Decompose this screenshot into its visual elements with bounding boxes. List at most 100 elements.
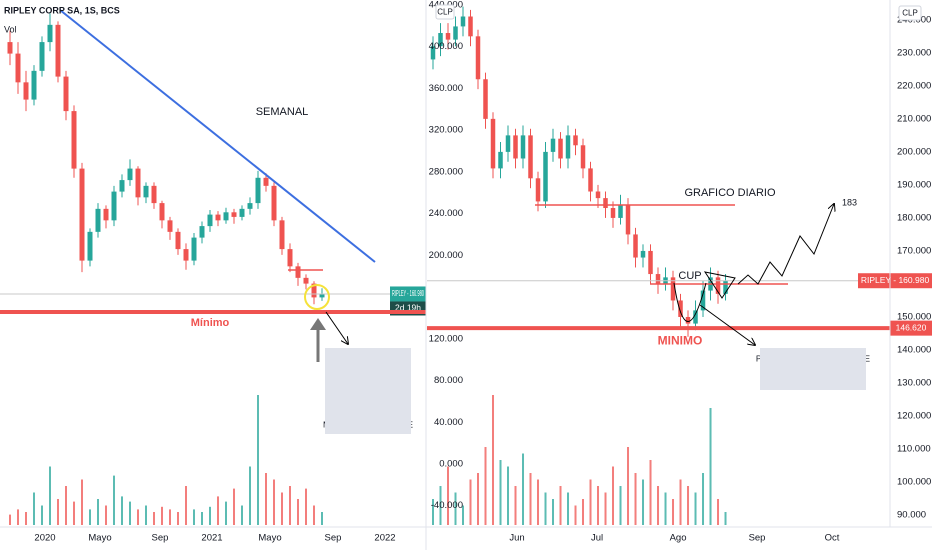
candle-body xyxy=(513,135,518,159)
y-tick-label: 200.000 xyxy=(429,250,463,261)
y-tick-label: 360.000 xyxy=(429,83,463,94)
volume-bar xyxy=(484,447,487,525)
candle-body xyxy=(550,138,556,152)
volume-bar xyxy=(169,509,171,525)
up-arrow-head xyxy=(310,318,326,330)
volume-bar xyxy=(73,501,75,525)
candle-body xyxy=(693,310,698,324)
volume-bar xyxy=(265,473,267,525)
cup-label: CUP xyxy=(678,270,701,282)
volume-bar xyxy=(161,506,163,525)
volume-bar xyxy=(129,501,131,525)
y2-tick-label: 130.000 xyxy=(897,378,931,389)
minimum-tag-label: 146.620 xyxy=(896,322,927,332)
volume-bar xyxy=(477,473,480,525)
volume-bar xyxy=(41,505,43,525)
cup-shape xyxy=(673,282,707,322)
volume-bar xyxy=(642,479,645,525)
candle-body xyxy=(520,135,526,159)
candle-body xyxy=(565,135,571,159)
y-tick-label: 0.000 xyxy=(439,458,463,469)
candle-body xyxy=(47,24,53,43)
candle-body xyxy=(460,16,466,27)
volume-bar xyxy=(537,479,540,525)
volume-bar xyxy=(597,486,600,525)
y-tick-label: 120.000 xyxy=(429,333,463,344)
x-tick-label: Mayo xyxy=(258,533,281,544)
candle-body xyxy=(670,277,676,301)
x-tick-label: Mayo xyxy=(88,533,111,544)
x-tick-label: 2020 xyxy=(34,533,55,544)
y-tick-label: 400.000 xyxy=(429,41,463,52)
candle-body xyxy=(39,42,45,71)
candle-body xyxy=(159,203,165,221)
x-tick-label: Oct xyxy=(825,533,840,544)
candle-body xyxy=(295,266,301,278)
candle-body xyxy=(595,191,601,199)
volume-bar xyxy=(153,512,155,525)
volume-bar xyxy=(305,488,307,525)
candle-body xyxy=(135,168,141,198)
volume-bar xyxy=(544,492,547,525)
volume-bar xyxy=(507,466,510,525)
candle-body xyxy=(715,277,721,294)
y-tick-label: 80.000 xyxy=(434,375,463,386)
minimum-label: MINIMO xyxy=(658,333,703,347)
y2-tick-label: 100.000 xyxy=(897,477,931,488)
y2-tick-label: 180.000 xyxy=(897,212,931,223)
candle-body xyxy=(573,135,578,146)
candle-body xyxy=(505,135,511,152)
candle-body xyxy=(453,26,458,40)
currency-badge xyxy=(435,4,455,20)
volume-bar xyxy=(529,473,532,525)
volume-bar xyxy=(321,512,323,525)
candle-body xyxy=(483,79,488,119)
candle-body xyxy=(239,208,245,217)
minimum-tag xyxy=(890,320,932,336)
candle-body xyxy=(311,283,317,298)
candle-body xyxy=(528,135,533,179)
y2-tick-label: 200.000 xyxy=(897,146,931,157)
volume-bar xyxy=(469,479,472,525)
volume-bar xyxy=(225,501,227,525)
target-label: 183 xyxy=(842,197,857,207)
candle-body xyxy=(95,208,101,232)
volume-bar xyxy=(514,486,517,525)
volume-bar xyxy=(447,466,450,525)
candle-body xyxy=(23,82,29,100)
volume-bar xyxy=(702,473,705,525)
x-tick-label: Sep xyxy=(325,533,342,544)
currency: CLP xyxy=(437,8,453,17)
candle-body xyxy=(648,250,653,275)
volume-bar xyxy=(439,486,442,525)
y2-tick-label: 190.000 xyxy=(897,179,931,190)
currency-badge xyxy=(898,5,922,21)
candle-body xyxy=(625,204,631,235)
pointer-arrow xyxy=(699,304,755,345)
volume-bar xyxy=(492,395,495,525)
price-tag-label: RIPLEY - 160.980 xyxy=(861,275,930,285)
y2-tick-label: 140.000 xyxy=(897,345,931,356)
candle-body xyxy=(63,76,69,112)
volume-bar xyxy=(627,447,630,525)
volume-bar xyxy=(649,460,652,525)
volume-bar xyxy=(81,479,83,525)
candle-body xyxy=(183,249,189,261)
candle-body xyxy=(143,185,149,198)
volume-bar xyxy=(724,512,727,525)
y-tick-label: 320.000 xyxy=(429,125,463,136)
candle-body xyxy=(127,168,133,181)
y2-tick-label: 90.000 xyxy=(897,510,926,521)
y2-tick-label: 210.000 xyxy=(897,113,931,124)
candle-body xyxy=(271,185,277,221)
annotation: GRAFICO DIARIO xyxy=(684,187,776,199)
volume-bar xyxy=(25,512,27,525)
support-label: Mínimo xyxy=(191,317,230,329)
volume-bar xyxy=(65,486,67,525)
volume-bar xyxy=(694,492,697,525)
y2-tick-label: 170.000 xyxy=(897,245,931,256)
candle-body xyxy=(700,290,706,311)
candle-body xyxy=(633,234,638,258)
volume-bar xyxy=(522,453,525,525)
candle-body xyxy=(543,151,548,202)
